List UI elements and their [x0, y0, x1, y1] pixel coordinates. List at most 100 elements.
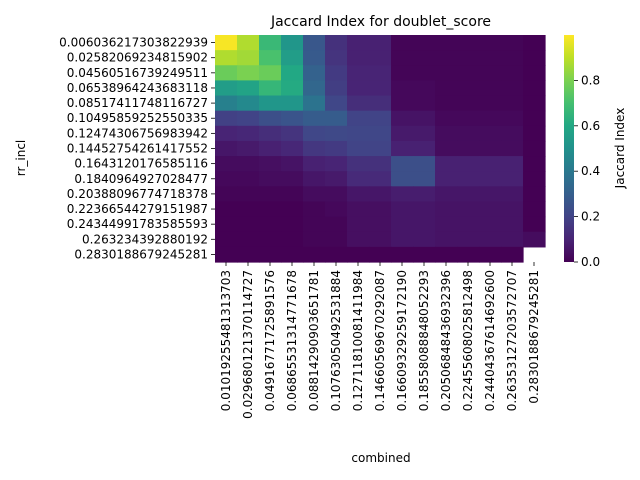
heatmap-cell: [523, 35, 546, 51]
x-tick-label: 0.06865531314771678: [285, 270, 299, 411]
heatmap-cell: [347, 140, 370, 157]
heatmap-cell: [413, 65, 436, 81]
heatmap-cell: [391, 171, 414, 187]
heatmap-cell: [215, 231, 238, 248]
heatmap-cell: [237, 140, 260, 157]
heatmap-cell: [501, 201, 524, 218]
heatmap-cell: [501, 35, 524, 51]
heatmap-cell: [523, 95, 546, 112]
y-tick-label: 0.12474306756983942: [67, 126, 208, 140]
heatmap-cell: [215, 35, 238, 51]
heatmap-cell: [391, 95, 414, 112]
heatmap-cell: [501, 156, 524, 172]
heatmap-cell: [523, 231, 546, 248]
heatmap-cell: [325, 95, 348, 112]
heatmap-cell: [435, 50, 458, 66]
heatmap-cell: [303, 110, 326, 127]
heatmap-cell: [479, 140, 502, 157]
heatmap-cell: [325, 50, 348, 66]
y-tick-label: 0.006036217303822939: [59, 36, 208, 50]
heatmap-cell: [479, 156, 502, 172]
heatmap-cell: [347, 80, 370, 97]
heatmap-cell: [369, 186, 392, 203]
heatmap-cell: [259, 201, 282, 218]
heatmap-cell: [501, 50, 524, 66]
heatmap-cell: [457, 95, 480, 112]
heatmap-cell: [303, 186, 326, 203]
y-tick-label: 0.10495859252550335: [67, 111, 208, 125]
heatmap-cell: [413, 110, 436, 127]
x-tick-label: 0.029680121370114727: [241, 270, 255, 419]
heatmap-cell: [391, 110, 414, 127]
heatmap-cell: [457, 50, 480, 66]
y-tick-label: 0.24344991783585593: [67, 217, 208, 231]
heatmap-cell: [479, 65, 502, 81]
y-tick-label: 0.04560516739249511: [67, 66, 208, 80]
heatmap-cell: [435, 95, 458, 112]
x-tick-label: 0.26353127203572707: [505, 270, 519, 411]
heatmap-cell: [237, 80, 260, 97]
heatmap-cell: [237, 171, 260, 187]
heatmap-cell: [523, 110, 546, 127]
heatmap-cell: [237, 156, 260, 172]
heatmap-cell: [303, 125, 326, 142]
heatmap-cell: [215, 216, 238, 233]
heatmap-cell: [369, 140, 392, 157]
heatmap-cell: [281, 35, 304, 51]
heatmap-cell: [259, 156, 282, 172]
heatmap-cell: [325, 35, 348, 51]
heatmap-cell: [237, 216, 260, 233]
heatmap-cell: [259, 80, 282, 97]
heatmap-cell: [215, 156, 238, 172]
heatmap-cell: [259, 140, 282, 157]
heatmap-cell: [457, 80, 480, 97]
y-tick-label: 0.20388096774718378: [67, 187, 208, 201]
heatmap-cell: [479, 95, 502, 112]
heatmap-cell: [501, 231, 524, 248]
heatmap-cell: [369, 65, 392, 81]
heatmap-cell: [501, 216, 524, 233]
heatmap-cell: [413, 95, 436, 112]
heatmap-cell: [303, 65, 326, 81]
heatmap-cell: [281, 95, 304, 112]
x-tick-label: 0.24404367614692600: [483, 270, 497, 411]
heatmap-cell: [435, 246, 458, 263]
heatmap-cell: [479, 246, 502, 263]
heatmap-cell: [413, 80, 436, 97]
x-tick-label: 0.2830188679245281: [527, 270, 541, 404]
heatmap-cell: [457, 125, 480, 142]
colorbar-tick-label: 0.6: [581, 119, 600, 133]
x-tick-label: 0.14660569670292087: [373, 270, 387, 411]
heatmap-cell: [523, 201, 546, 218]
colorbar: [564, 35, 574, 262]
heatmap-cell: [347, 231, 370, 248]
y-tick-label: 0.1643120176585116: [74, 157, 208, 171]
heatmap-cell: [369, 156, 392, 172]
heatmap-cell: [479, 50, 502, 66]
heatmap-cell: [391, 80, 414, 97]
x-tick-label: 0.20506848436932396: [439, 270, 453, 411]
heatmap-cell: [303, 201, 326, 218]
heatmap-cell: [479, 110, 502, 127]
heatmap-cell: [325, 125, 348, 142]
heatmap-cell: [325, 156, 348, 172]
heatmap-cell: [413, 156, 436, 172]
y-tick-label: 0.22366544279151987: [67, 202, 208, 216]
heatmap-cell: [259, 65, 282, 81]
heatmap-cell: [281, 186, 304, 203]
heatmap-cell: [325, 246, 348, 263]
heatmap-cell: [435, 65, 458, 81]
heatmap-cell: [215, 140, 238, 157]
colorbar-tick-label: 0.8: [581, 73, 600, 87]
heatmap-cell: [303, 35, 326, 51]
heatmap-cell: [413, 231, 436, 248]
heatmap-cell: [391, 231, 414, 248]
heatmap-cell: [347, 65, 370, 81]
heatmap-cell: [369, 246, 392, 263]
heatmap-cell: [523, 186, 546, 203]
heatmap-cell: [435, 171, 458, 187]
x-tick-label: 0.10763050492531884: [329, 270, 343, 411]
heatmap-cell: [391, 65, 414, 81]
heatmap-cell: [457, 35, 480, 51]
